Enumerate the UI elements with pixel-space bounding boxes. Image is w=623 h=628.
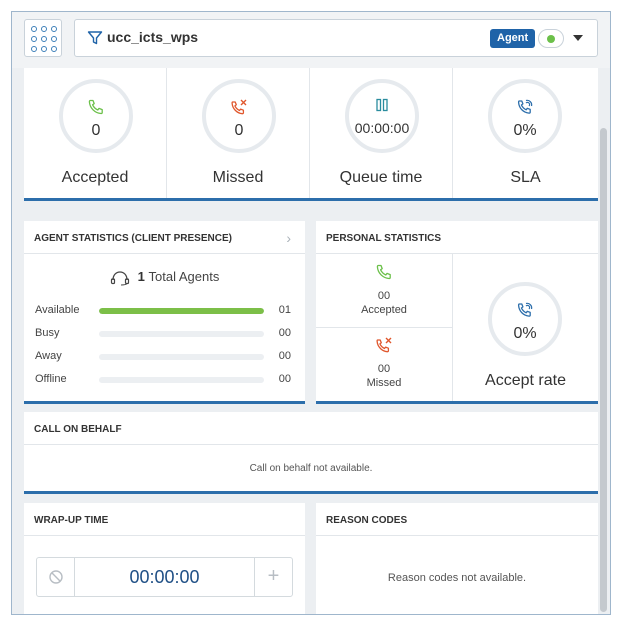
agent-badge: Agent xyxy=(490,29,536,48)
divider xyxy=(452,254,453,401)
caret-down-icon[interactable] xyxy=(573,35,583,41)
filter-icon xyxy=(87,31,103,45)
kpi-queue-time: 00:00:00 Queue time xyxy=(310,68,453,198)
scrollbar[interactable] xyxy=(598,68,610,614)
sla-phone-icon xyxy=(492,301,558,319)
divider xyxy=(24,444,598,445)
wrap-up-disable-button[interactable] xyxy=(37,558,75,596)
agent-row-value: 00 xyxy=(278,373,291,385)
wrap-up-title: WRAP-UP TIME xyxy=(34,515,109,526)
dashboard-content: 0 Accepted 0 Missed 00:00:00 xyxy=(12,68,598,614)
personal-missed: 00 Missed xyxy=(316,336,452,390)
agent-row-label: Busy xyxy=(35,327,60,339)
header-bar: ucc_icts_wps Agent xyxy=(12,12,610,68)
agent-statistics-panel: AGENT STATISTICS (CLIENT PRESENCE) › 1 T… xyxy=(24,221,305,404)
reason-codes-title: REASON CODES xyxy=(326,515,408,526)
wrap-up-add-button[interactable]: + xyxy=(254,558,292,596)
kpi-ring: 0% xyxy=(488,79,562,153)
kpi-ring: 0 xyxy=(59,79,133,153)
personal-missed-label: Missed xyxy=(366,377,402,389)
agent-row-bar xyxy=(99,354,264,360)
status-dot-icon xyxy=(547,35,555,43)
agent-row-label: Offline xyxy=(35,373,67,385)
kpi-missed-value: 0 xyxy=(234,122,244,139)
kpi-accepted-value: 0 xyxy=(91,122,101,139)
kpi-accepted: 0 Accepted xyxy=(24,68,167,198)
divider xyxy=(316,327,452,328)
agent-row-available: Available 01 xyxy=(35,304,291,318)
kpi-sla: 0% SLA xyxy=(453,68,598,198)
kpi-panel: 0 Accepted 0 Missed 00:00:00 xyxy=(24,68,598,201)
personal-accepted-value: 00 xyxy=(377,290,391,302)
agent-row-offline: Offline 00 xyxy=(35,373,291,387)
agent-row-value: 00 xyxy=(278,327,291,339)
accept-rate-ring: 0% xyxy=(488,282,562,356)
call-on-behalf-title: CALL ON BEHALF xyxy=(34,424,122,435)
phone-missed-icon xyxy=(376,337,392,353)
kpi-ring: 0 xyxy=(202,79,276,153)
personal-accepted-label: Accepted xyxy=(361,304,407,316)
agent-row-bar xyxy=(99,308,264,314)
kpi-sla-value: 0% xyxy=(513,122,537,139)
queue-selector[interactable]: ucc_icts_wps Agent xyxy=(74,19,598,57)
block-icon xyxy=(49,570,63,584)
queue-name: ucc_icts_wps xyxy=(107,29,199,45)
phone-accepted-icon xyxy=(63,98,129,116)
divider xyxy=(316,535,598,536)
total-agents: 1 Total Agents xyxy=(24,269,305,286)
total-agents-label: Total Agents xyxy=(148,269,220,284)
phone-missed-icon xyxy=(206,98,272,116)
reason-codes-message: Reason codes not available. xyxy=(387,572,527,584)
plus-icon: + xyxy=(267,565,280,587)
kpi-queue-time-label: Queue time xyxy=(339,169,423,186)
headset-icon xyxy=(110,270,129,286)
chevron-right-icon[interactable]: › xyxy=(286,230,291,246)
kpi-accepted-label: Accepted xyxy=(61,169,129,186)
personal-statistics-title: PERSONAL STATISTICS xyxy=(326,233,442,244)
personal-missed-value: 00 xyxy=(377,363,391,375)
agent-row-bar xyxy=(99,377,264,383)
app-frame: ucc_icts_wps Agent 0 Accepted xyxy=(11,11,611,615)
agent-row-value: 00 xyxy=(278,350,291,362)
divider xyxy=(24,535,305,536)
divider xyxy=(24,253,305,254)
agent-row-fill xyxy=(99,308,264,314)
scrollbar-thumb[interactable] xyxy=(600,128,607,612)
agent-row-value: 01 xyxy=(278,304,291,316)
phone-accepted-icon xyxy=(376,264,391,280)
agent-row-bar xyxy=(99,331,264,337)
call-on-behalf-panel: CALL ON BEHALF Call on behalf not availa… xyxy=(24,412,598,494)
wrap-up-time: 00:00:00 xyxy=(129,567,200,587)
agent-row-busy: Busy 00 xyxy=(35,327,291,341)
accept-rate-value: 0% xyxy=(513,325,537,342)
personal-statistics-panel: PERSONAL STATISTICS 00 Accepted 00 Misse… xyxy=(316,221,598,404)
apps-button[interactable] xyxy=(24,19,62,57)
agent-row-away: Away 00 xyxy=(35,350,291,364)
agent-row-label: Away xyxy=(35,350,62,362)
status-toggle[interactable] xyxy=(538,29,564,48)
personal-accepted: 00 Accepted xyxy=(316,263,452,317)
reason-codes-panel: REASON CODES Reason codes not available. xyxy=(316,503,598,614)
kpi-queue-time-value: 00:00:00 xyxy=(354,120,410,136)
total-agents-count: 1 xyxy=(137,269,145,284)
kpi-sla-label: SLA xyxy=(510,169,541,186)
wrap-up-panel: WRAP-UP TIME 00:00:00 + xyxy=(24,503,305,614)
agent-row-label: Available xyxy=(35,304,80,316)
kpi-ring: 00:00:00 xyxy=(345,79,419,153)
sla-phone-icon xyxy=(492,98,558,116)
kpi-missed-label: Missed xyxy=(212,169,264,186)
kpi-missed: 0 Missed xyxy=(167,68,310,198)
call-on-behalf-message: Call on behalf not available. xyxy=(249,463,373,474)
pause-icon xyxy=(349,98,415,116)
accept-rate: 0% Accept rate xyxy=(453,254,598,401)
divider xyxy=(316,253,598,254)
agent-statistics-title: AGENT STATISTICS (CLIENT PRESENCE) xyxy=(34,233,232,244)
accept-rate-label: Accept rate xyxy=(485,372,566,389)
wrap-up-control: 00:00:00 + xyxy=(36,557,293,597)
apps-grid-icon xyxy=(31,26,57,52)
